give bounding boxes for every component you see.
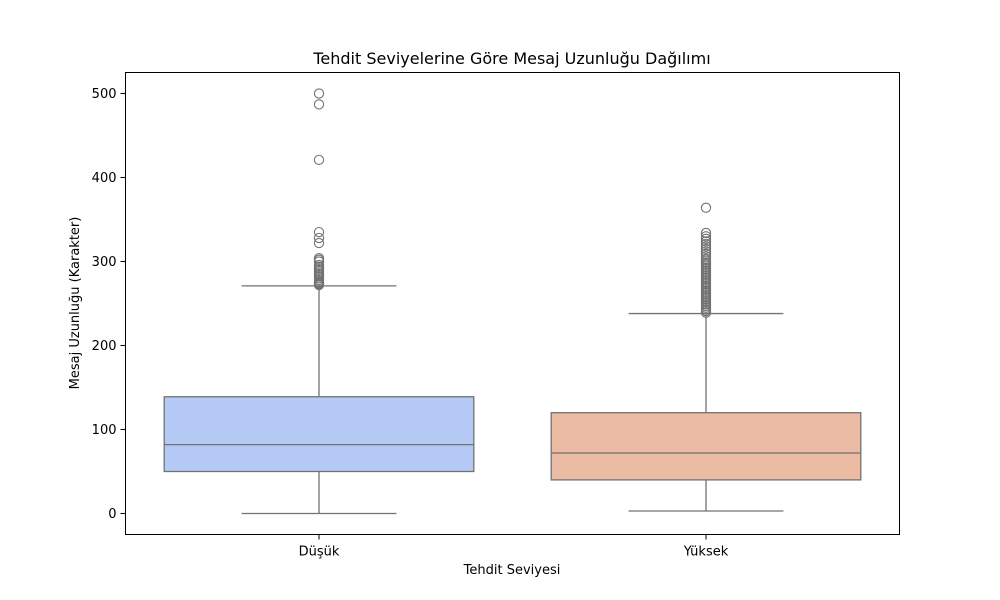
y-axis-label: Mesaj Uzunluğu (Karakter) xyxy=(68,217,83,390)
y-tick-label-500: 500 xyxy=(92,87,117,102)
chart-title: Tehdit Seviyelerine Göre Mesaj Uzunluğu … xyxy=(312,49,710,68)
x-axis-label: Tehdit Seviyesi xyxy=(463,563,561,578)
box-0-outlier-20 xyxy=(314,228,323,237)
x-tick-label-0: Düşük xyxy=(299,545,340,560)
x-tick-label-1: Yüksek xyxy=(683,545,729,560)
box-1-outlier-43 xyxy=(701,203,710,212)
box-0-iqr-box xyxy=(164,397,474,472)
box-1-iqr-box xyxy=(551,413,861,480)
plot-layer: 0 100 200 300 400 500 Düşük Yüksek xyxy=(92,87,861,560)
box-0-outlier-22 xyxy=(314,100,323,109)
box-0-outlier-21 xyxy=(314,155,323,164)
box-0-outlier-23 xyxy=(314,89,323,98)
y-tick-label-400: 400 xyxy=(92,171,117,186)
y-tick-label-200: 200 xyxy=(92,339,117,354)
y-tick-label-100: 100 xyxy=(92,423,117,438)
y-tick-label-300: 300 xyxy=(92,255,117,270)
y-tick-label-0: 0 xyxy=(108,507,116,522)
